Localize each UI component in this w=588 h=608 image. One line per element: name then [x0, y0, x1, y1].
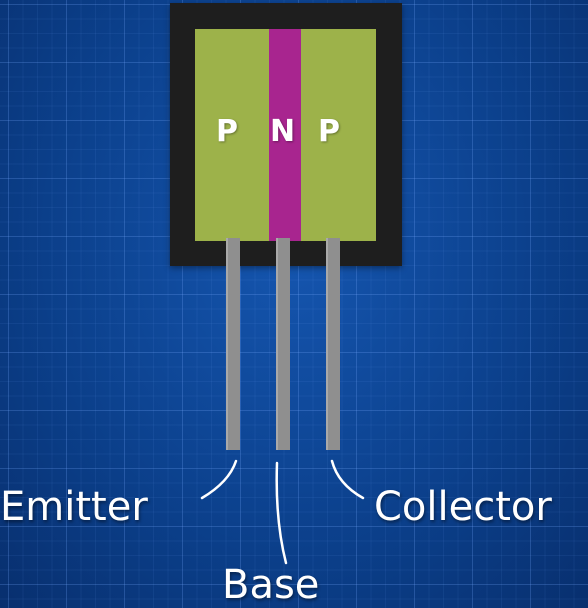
emitter-lead [226, 238, 240, 450]
layer-label-n: N [270, 114, 296, 149]
collector-callout-line [330, 459, 365, 500]
transistor-package [170, 3, 402, 266]
base-label: Base [222, 562, 320, 608]
collector-lead [326, 238, 340, 450]
emitter-label: Emitter [0, 484, 148, 530]
p-layer-emitter-side [195, 29, 269, 241]
collector-label: Collector [374, 484, 552, 530]
base-callout-line [275, 461, 288, 565]
layer-label-p-collector-side: P [318, 114, 340, 149]
p-layer-collector-side [301, 29, 376, 241]
n-layer-base [269, 29, 301, 241]
base-lead [276, 238, 290, 450]
layer-label-p-emitter-side: P [216, 114, 238, 149]
emitter-callout-line [200, 459, 238, 500]
